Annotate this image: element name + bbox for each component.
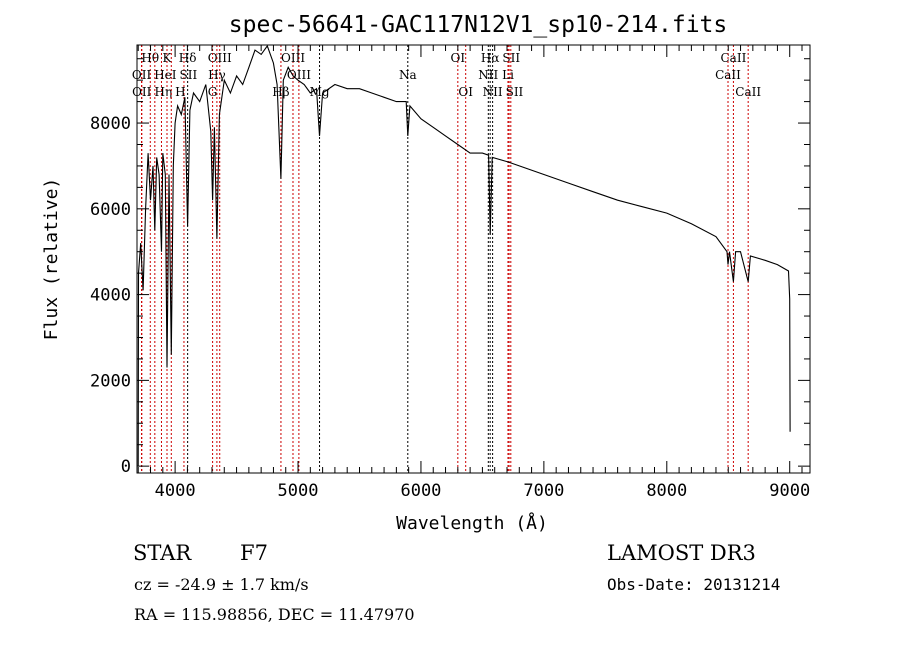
y-tick-label: 8000 bbox=[90, 114, 131, 134]
line-marker-label: HeI bbox=[154, 68, 177, 82]
y-tick-label: 0 bbox=[121, 457, 131, 477]
line-marker-label: NII bbox=[483, 85, 503, 99]
object-subclass: F7 bbox=[240, 541, 268, 565]
line-marker-label: OIII bbox=[208, 51, 232, 65]
line-marker-label: Hβ bbox=[272, 85, 289, 99]
x-axis-label: Wavelength (Å) bbox=[396, 512, 548, 534]
line-marker-label: H bbox=[175, 85, 185, 99]
line-marker-label: Hη bbox=[155, 85, 173, 99]
line-marker-label: Hδ bbox=[179, 51, 197, 65]
y-tick-label: 2000 bbox=[90, 371, 131, 391]
spectrum-line bbox=[137, 44, 791, 467]
line-marker-label: K bbox=[163, 51, 173, 65]
line-marker-label: Hθ bbox=[141, 51, 159, 65]
y-tick-label: 6000 bbox=[90, 200, 131, 220]
line-marker-label: OI bbox=[458, 85, 473, 99]
plot-frame bbox=[136, 44, 811, 474]
line-marker-label: OI bbox=[451, 51, 466, 65]
line-marker-label: OIII bbox=[287, 68, 311, 82]
y-tick-label: 4000 bbox=[90, 286, 131, 306]
line-marker-label: G bbox=[208, 85, 218, 99]
line-marker-label: Na bbox=[399, 68, 417, 82]
line-marker-label: Li bbox=[502, 68, 514, 82]
line-marker-label: OIII bbox=[281, 51, 305, 65]
line-marker-label: Hγ bbox=[208, 68, 226, 82]
x-tick-label: 5000 bbox=[278, 481, 319, 501]
x-tick-label: 4000 bbox=[155, 481, 196, 501]
x-tick-label: 6000 bbox=[400, 481, 441, 501]
axes: 4000 5000 6000 7000 8000 9000 0 2000 4000 6000 800… bbox=[90, 45, 810, 501]
line-marker-label: Hα bbox=[481, 51, 500, 65]
line-marker-label: Mg bbox=[310, 85, 330, 99]
line-marker-label: SII bbox=[506, 85, 524, 99]
coordinates: RA = 115.98856, DEC = 11.47970 bbox=[134, 605, 415, 624]
line-marker-label: CaII bbox=[721, 51, 747, 65]
chart-title: spec-56641-GAC117N12V1_sp10-214.fits bbox=[229, 12, 728, 38]
line-marker-label: SII bbox=[180, 68, 198, 82]
line-marker-label: CaII bbox=[735, 85, 761, 99]
x-tick-label: 7000 bbox=[523, 481, 564, 501]
x-tick-label: 8000 bbox=[646, 481, 687, 501]
redshift-text: cz = -24.9 ± 1.7 km/s bbox=[134, 575, 309, 594]
obs-date: Obs-Date: 20131214 bbox=[607, 575, 780, 594]
survey-name: LAMOST DR3 bbox=[607, 541, 756, 565]
line-marker-label: CaII bbox=[715, 68, 741, 82]
line-marker-label: OII bbox=[132, 85, 152, 99]
y-axis-label: Flux (relative) bbox=[41, 178, 62, 341]
object-class: STAR bbox=[133, 541, 192, 565]
x-tick-label: 9000 bbox=[769, 481, 810, 501]
line-marker-label: NII bbox=[478, 68, 498, 82]
line-marker-label: SII bbox=[502, 51, 520, 65]
